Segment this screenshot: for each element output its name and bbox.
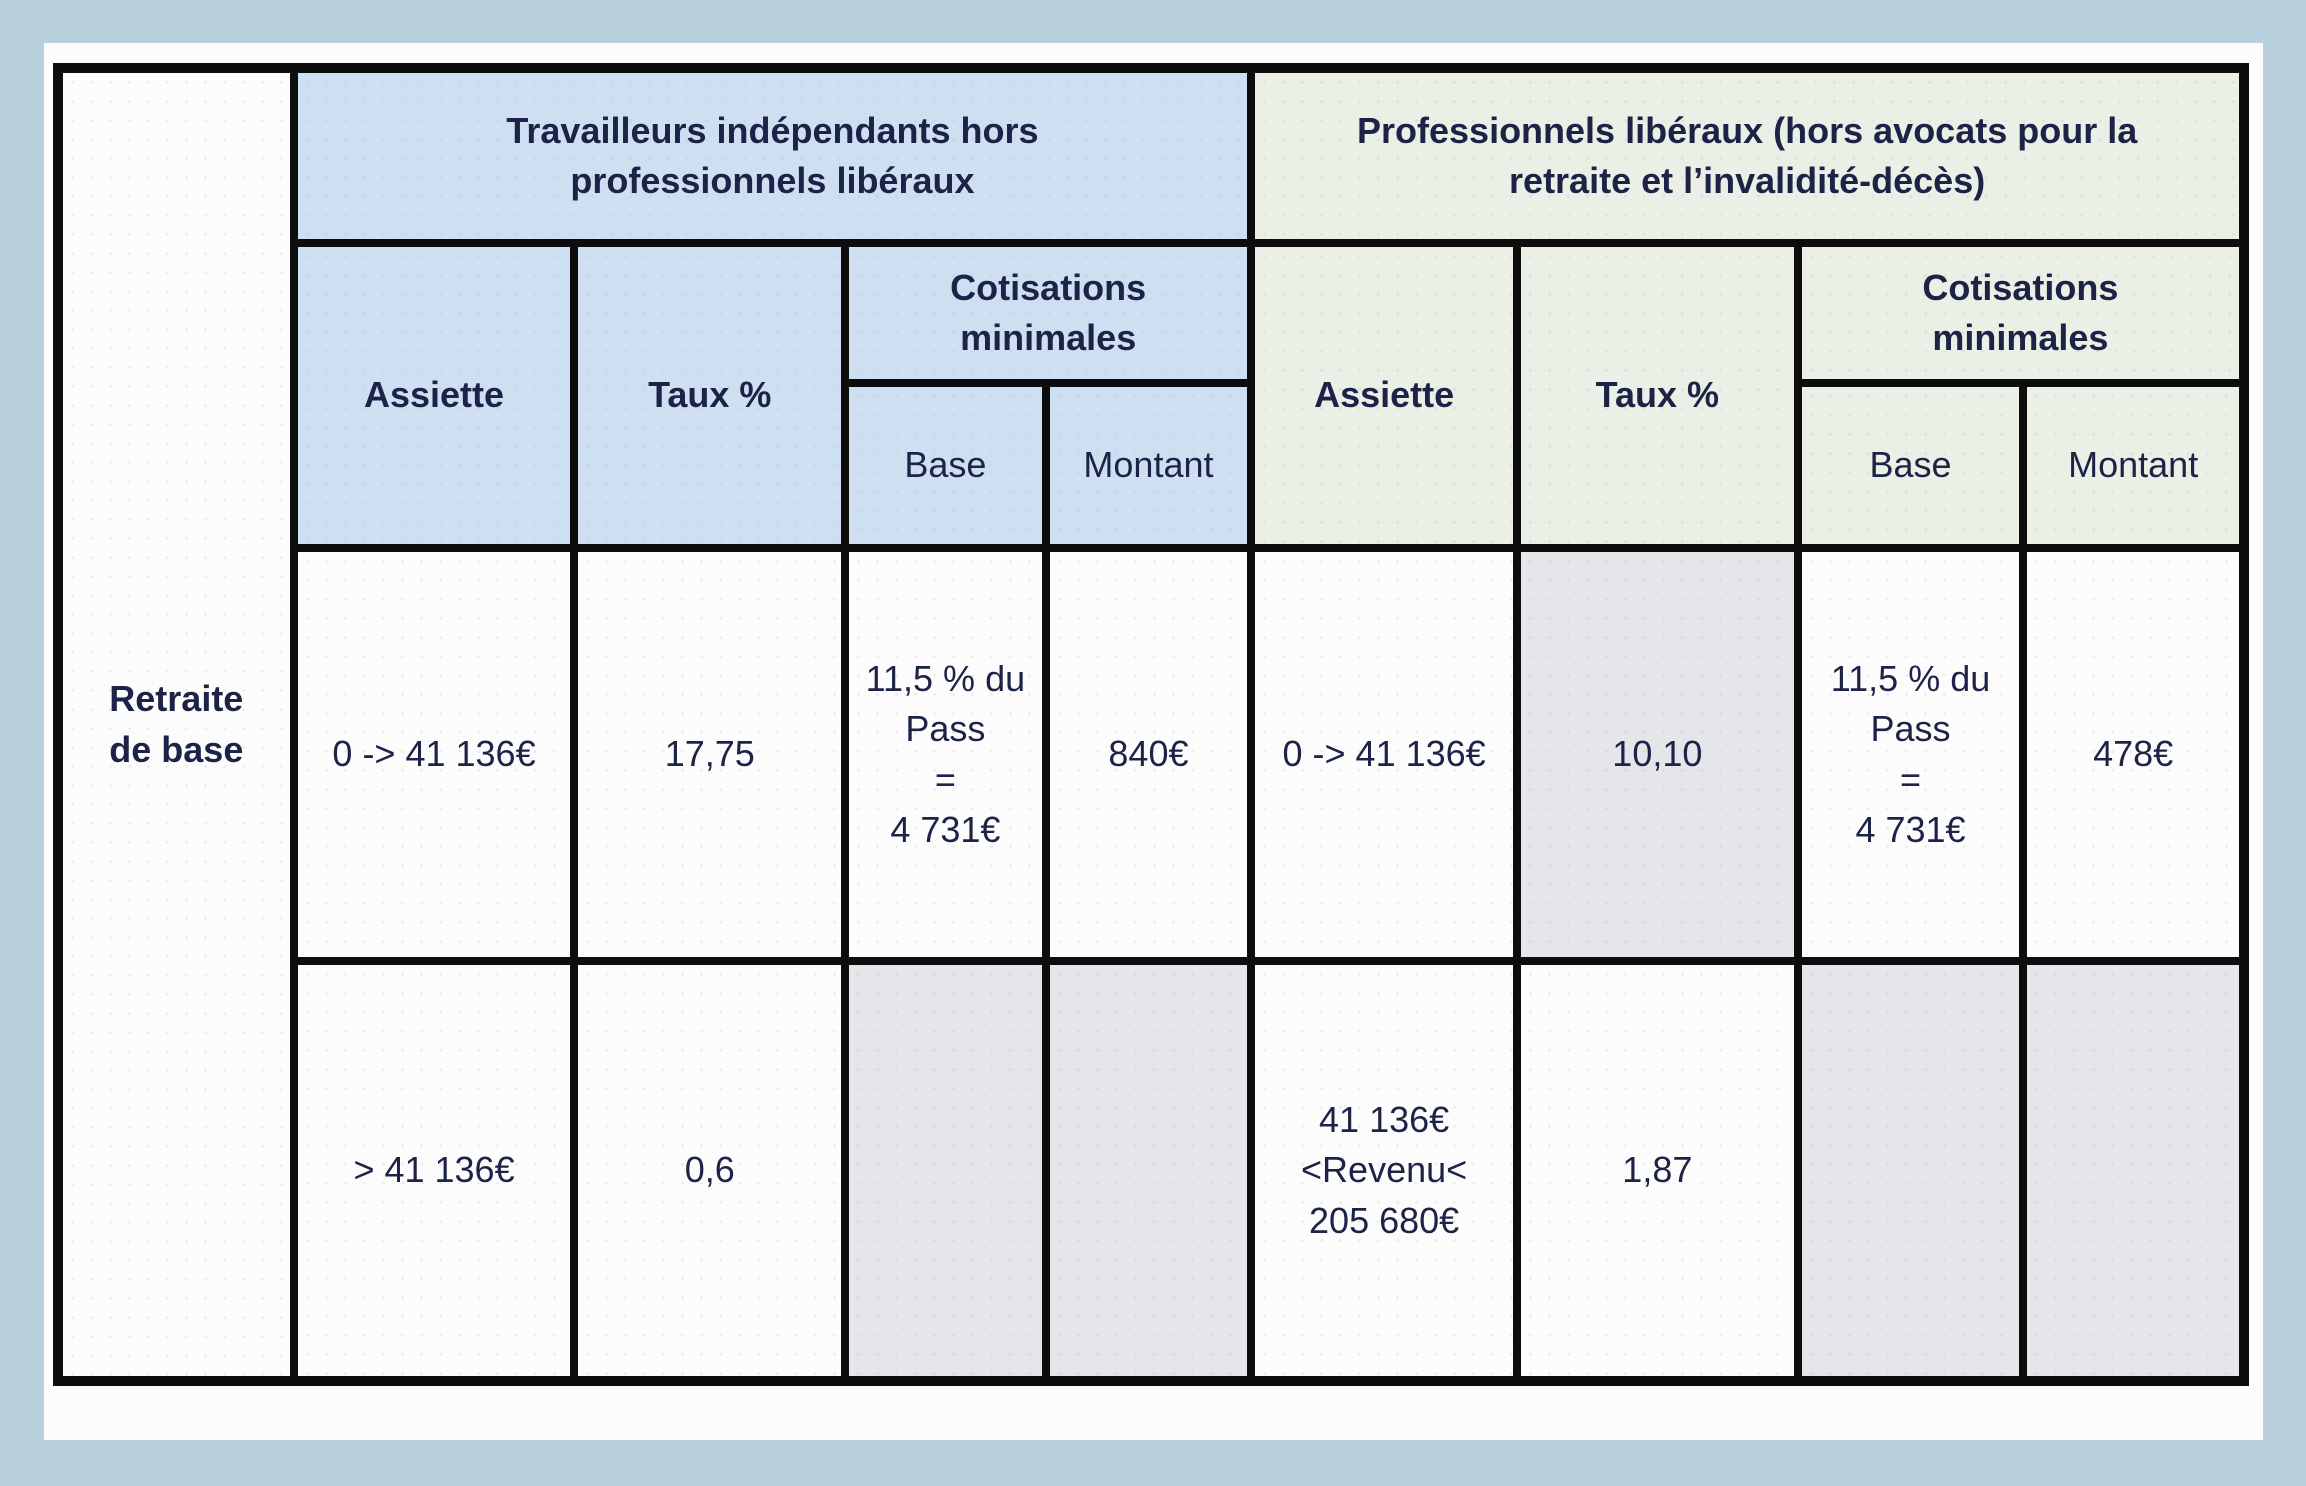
cell-row2-right-assiette: 41 136€ <Revenu< 205 680€ [1247, 957, 1521, 1385]
col-header-montant-right: Montant [2019, 379, 2248, 552]
cell-row1-left-montant: 840€ [1041, 544, 1256, 965]
row-label-retraite-de-base: Retraite de base [54, 64, 298, 1385]
cell-row2-right-base-empty [1793, 957, 2028, 1385]
col-header-base-right: Base [1793, 379, 2028, 552]
col-header-cotisations-minimales-right: Cotisations minimales [1793, 239, 2249, 387]
group-header-travailleurs-independants: Travailleurs indépendants hors professio… [289, 64, 1256, 247]
cell-row2-right-montant-empty [2019, 957, 2248, 1385]
cell-row1-right-montant: 478€ [2019, 544, 2248, 965]
cell-row2-left-montant-empty [1041, 957, 1256, 1385]
col-header-taux-right: Taux % [1512, 239, 1802, 552]
cotisations-table: Retraite de base Travailleurs indépendan… [53, 63, 2249, 1386]
cell-row1-right-taux: 10,10 [1512, 544, 1802, 965]
cell-row2-left-assiette: > 41 136€ [289, 957, 579, 1385]
cell-row2-right-taux: 1,87 [1512, 957, 1802, 1385]
white-frame: Retraite de base Travailleurs indépendan… [44, 43, 2263, 1440]
cell-row1-left-taux: 17,75 [570, 544, 850, 965]
col-header-taux-left: Taux % [570, 239, 850, 552]
col-header-montant-left: Montant [1041, 379, 1256, 552]
col-header-assiette-left: Assiette [289, 239, 579, 552]
cell-row1-left-base: 11,5 % du Pass = 4 731€ [841, 544, 1050, 965]
cell-row1-right-base: 11,5 % du Pass = 4 731€ [1793, 544, 2028, 965]
col-header-assiette-right: Assiette [1247, 239, 1521, 552]
cell-row2-left-taux: 0,6 [570, 957, 850, 1385]
cell-row2-left-base-empty [841, 957, 1050, 1385]
col-header-base-left: Base [841, 379, 1050, 552]
col-header-cotisations-minimales-left: Cotisations minimales [841, 239, 1256, 387]
cell-row1-right-assiette: 0 -> 41 136€ [1247, 544, 1521, 965]
group-header-professionnels-liberaux: Professionnels libéraux (hors avocats po… [1247, 64, 2248, 247]
cell-row1-left-assiette: 0 -> 41 136€ [289, 544, 579, 965]
